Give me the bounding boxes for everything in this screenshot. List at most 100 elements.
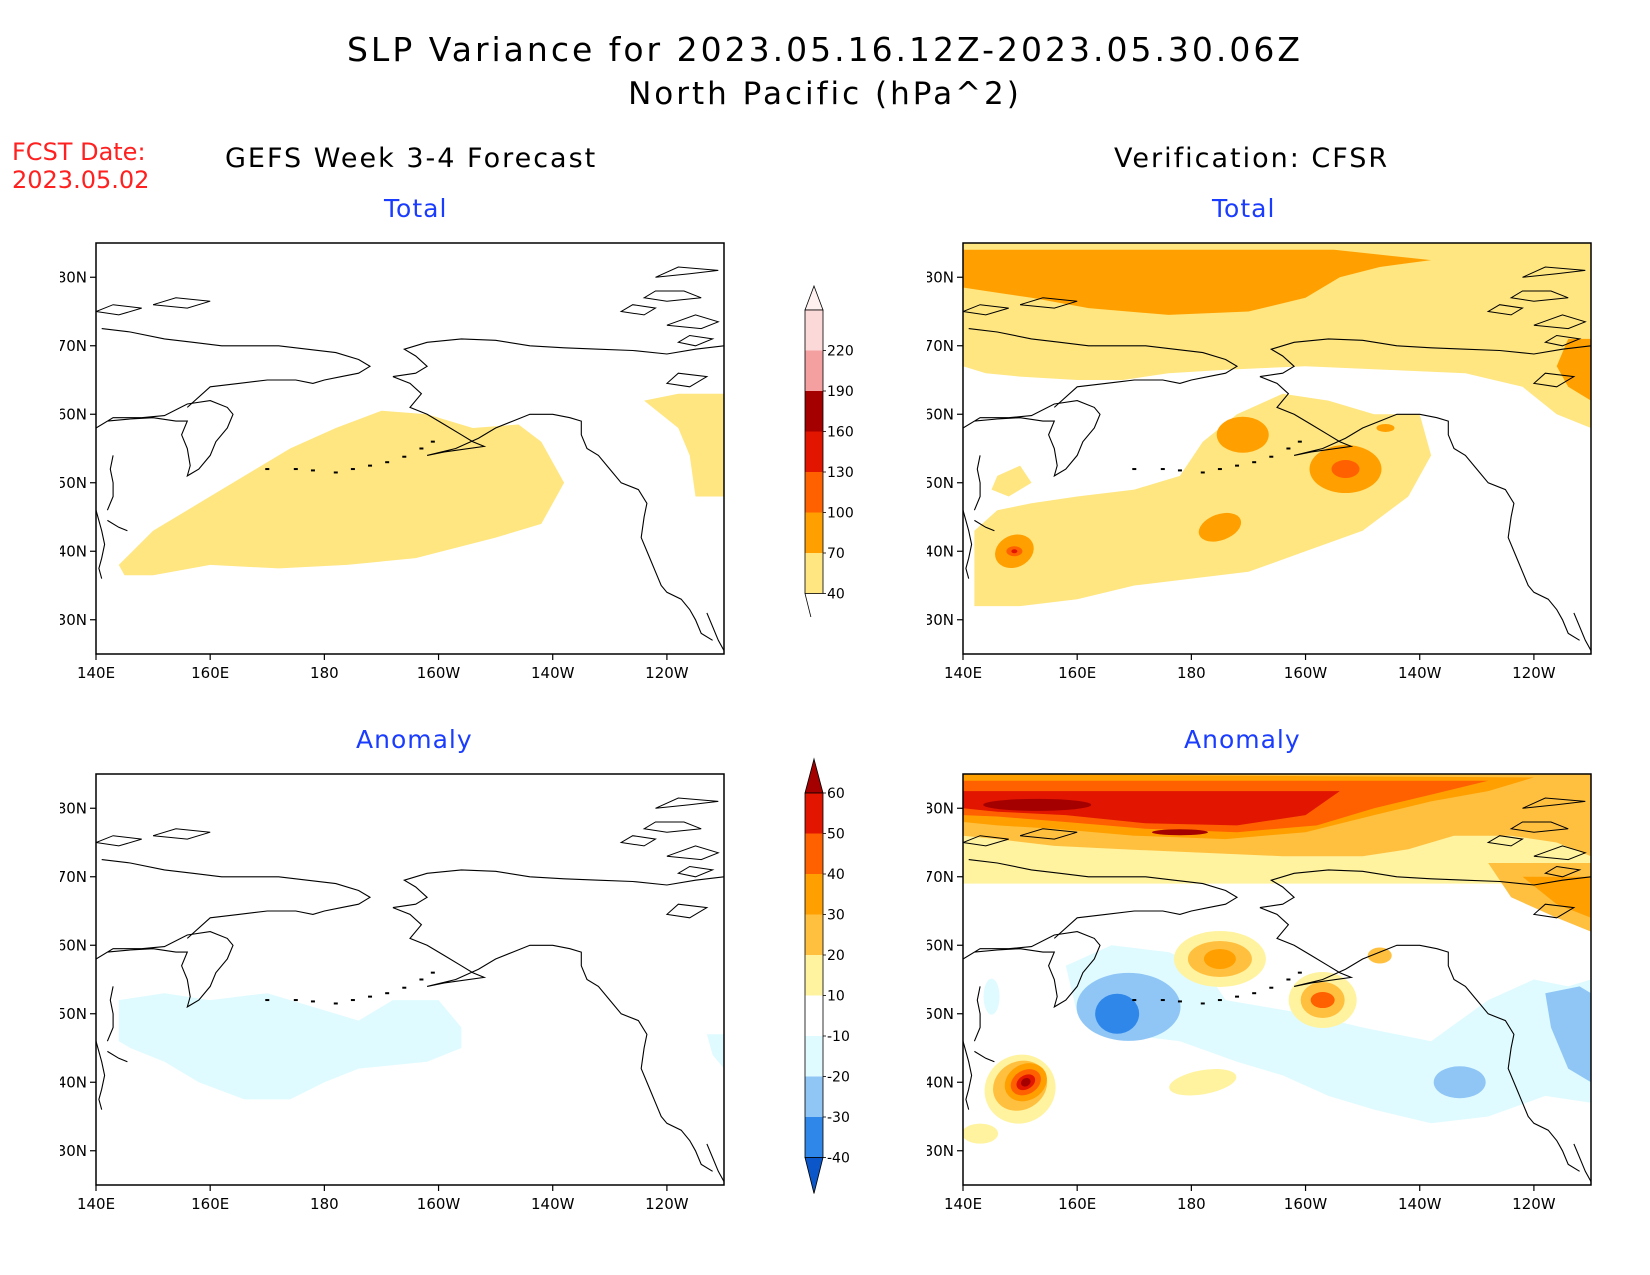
coastline: [963, 510, 973, 579]
lon-tick-label: 140W: [531, 664, 575, 682]
lat-tick-label: 40N: [927, 1073, 954, 1091]
colorbar-label: 130: [827, 465, 854, 481]
colorbar-swatch: [805, 833, 823, 874]
arctic-island-outline: [665, 372, 709, 388]
colorbar-swatch: [805, 310, 823, 351]
coastline: [1259, 338, 1591, 378]
colorbar-extend-bottom: [804, 593, 812, 617]
aleutian-island: [310, 1000, 315, 1003]
colorbar-label: 220: [827, 344, 854, 360]
aleutian-island: [1297, 971, 1302, 974]
colorbar-extend-top: [804, 284, 824, 311]
map-frame: [95, 773, 725, 1186]
aleutian-island: [1235, 995, 1240, 998]
contour-light-cyan: [706, 1034, 724, 1069]
aleutian-island: [368, 464, 373, 467]
lat-tick-label: 60N: [927, 405, 954, 423]
colorbar-total: 40 70 100 130 160 190 220: [804, 284, 854, 617]
arctic-island-outline: [666, 314, 720, 330]
lon-tick-label: 160E: [1058, 664, 1096, 682]
lon-tick-label: 160E: [191, 1195, 229, 1213]
aleutian-island: [1269, 455, 1274, 458]
arctic-island-outline: [1543, 865, 1582, 878]
shaded-field: [96, 797, 724, 1182]
arctic-island-outline: [1533, 314, 1587, 330]
lon-tick-label: 140E: [77, 1195, 115, 1213]
arctic-island-outline: [642, 821, 702, 833]
lat-tick-label: 50N: [927, 474, 954, 492]
colorbar-extend-bottom: [804, 1157, 824, 1194]
colorbar-extend-top: [804, 757, 824, 794]
aleutian-island: [1177, 1000, 1182, 1003]
contour-blue: [1095, 993, 1140, 1034]
lat-tick-label: 80N: [60, 799, 87, 817]
aleutian-island: [1132, 999, 1137, 1002]
coastline: [392, 376, 713, 641]
colorbar-swatch: [805, 914, 823, 955]
arctic-island-outline: [676, 334, 715, 347]
aleutian-island: [430, 971, 435, 974]
contour-dark-red: [983, 798, 1092, 811]
coastline: [106, 986, 114, 1042]
arctic-island-outline: [1019, 297, 1078, 309]
colorbar-label: 20: [827, 948, 845, 964]
lat-tick-label: 50N: [927, 1005, 954, 1023]
arctic-island-outline: [152, 297, 211, 309]
contour-orange: [963, 249, 1432, 315]
coastline: [392, 907, 713, 1172]
arctic-island-outline: [1532, 903, 1576, 919]
coastline: [706, 1143, 724, 1182]
aleutian-island: [1160, 468, 1165, 471]
panel-title-verification-total: Total: [1212, 194, 1276, 223]
arctic-island-outline: [96, 835, 142, 847]
aleutian-island: [265, 468, 270, 471]
colorbar-swatch: [805, 1117, 823, 1158]
coastline: [101, 859, 372, 939]
map-frame: [962, 242, 1592, 655]
lat-tick-label: 50N: [60, 1005, 87, 1023]
aleutian-island: [333, 471, 338, 474]
contour-light-cyan: [983, 978, 1000, 1015]
fcst-date-label: FCST Date:: [12, 138, 146, 166]
aleutian-island: [293, 999, 298, 1002]
lat-tick-label: 40N: [60, 1073, 87, 1091]
shaded-field: [963, 243, 1591, 651]
lon-tick-label: 120W: [1512, 664, 1556, 682]
contour-dark-orange: [1310, 992, 1335, 1009]
aleutian-island: [402, 986, 407, 989]
coastline: [963, 931, 1101, 1009]
aleutian-island: [1217, 468, 1222, 471]
colorbar-label: 70: [827, 546, 845, 562]
lon-tick-label: 120W: [645, 1195, 689, 1213]
coastline: [1573, 612, 1591, 651]
contour-light-orange: [1367, 947, 1392, 964]
lat-tick-label: 60N: [927, 936, 954, 954]
contour-yellow: [118, 410, 565, 576]
coastline: [1259, 907, 1580, 1172]
coastline: [96, 510, 106, 579]
lon-tick-label: 160W: [417, 664, 461, 682]
panel-title-verification-anomaly: Anomaly: [1184, 725, 1301, 754]
lon-tick-label: 180: [1177, 1195, 1206, 1213]
map-frame: [95, 242, 725, 655]
arctic-island-outline: [96, 304, 142, 316]
contour-light-yellow: [963, 1123, 999, 1144]
lon-tick-label: 180: [310, 664, 339, 682]
contour-orange: [1216, 416, 1269, 453]
aleutian-island: [1252, 461, 1257, 464]
lon-tick-label: 140W: [1398, 664, 1442, 682]
aleutian-island: [1160, 999, 1165, 1002]
chart-title: SLP Variance for 2023.05.16.12Z-2023.05.…: [346, 30, 1304, 69]
colorbar-label: -30: [827, 1110, 850, 1126]
lon-tick-label: 160W: [1284, 664, 1328, 682]
lat-tick-label: 80N: [60, 268, 87, 286]
arctic-island-outline: [1019, 828, 1078, 840]
aleutian-island: [293, 468, 298, 471]
map-verification-total: 140E 160E 180 160W 140W 120W 80N 70N 60N 50N 40N 30…: [927, 242, 1592, 682]
arctic-island-outline: [1486, 304, 1524, 316]
contour-orange: [1203, 948, 1236, 969]
arctic-island-outline: [619, 304, 657, 316]
lat-tick-label: 70N: [927, 868, 954, 886]
lat-tick-label: 40N: [60, 542, 87, 560]
lon-tick-label: 160W: [1284, 1195, 1328, 1213]
